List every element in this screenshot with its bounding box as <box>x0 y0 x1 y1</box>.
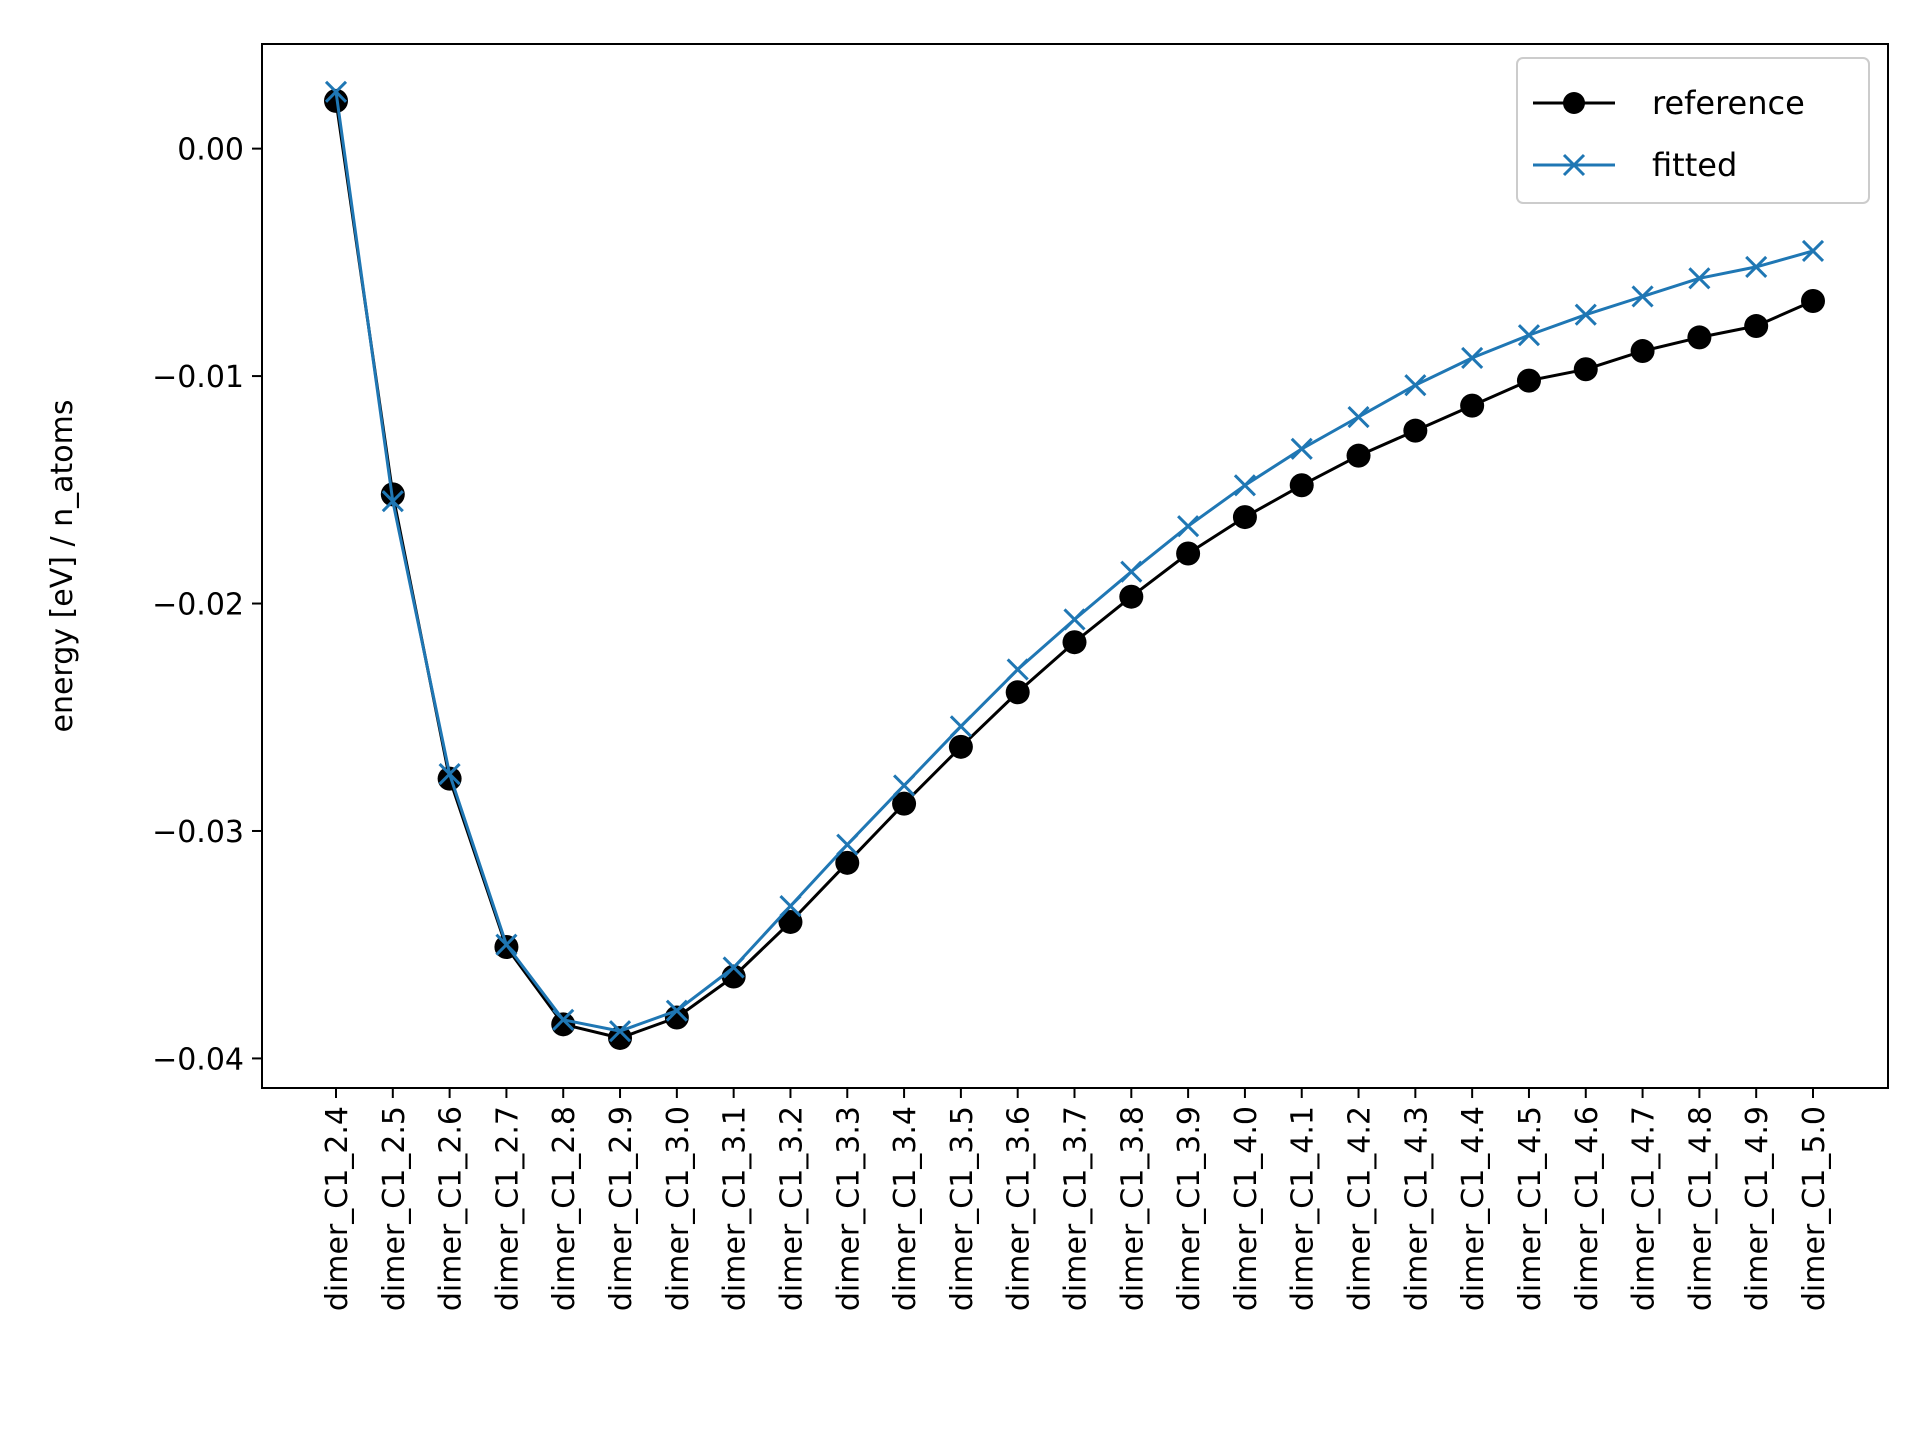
reference-point <box>1630 339 1655 364</box>
reference-point <box>1460 393 1485 418</box>
x-tick-label: dimer_C1_4.3 <box>1399 1106 1434 1311</box>
y-tick-label: −0.01 <box>152 360 244 395</box>
fitted-point <box>949 715 972 738</box>
fitted-point <box>1517 324 1541 347</box>
reference-point <box>608 1025 633 1050</box>
legend-fitted-marker <box>1562 153 1586 177</box>
fitted-point <box>381 490 404 513</box>
fitted-point <box>1688 267 1711 290</box>
x-tick-label: dimer_C1_3.3 <box>831 1106 866 1311</box>
fitted-point <box>893 774 916 797</box>
x-tick-label: dimer_C1_3.6 <box>1002 1106 1037 1311</box>
fitted-point <box>665 999 688 1022</box>
fitted-point <box>1290 437 1313 460</box>
reference-point <box>1403 418 1428 443</box>
reference-point <box>1346 443 1371 468</box>
x-tick-label: dimer_C1_4.8 <box>1683 1106 1718 1311</box>
reference-point <box>1232 505 1257 530</box>
fitted-point <box>438 763 461 786</box>
fitted-point <box>1631 285 1654 308</box>
y-tick-label: −0.03 <box>152 815 244 850</box>
reference-point <box>835 850 860 875</box>
legend: reference fitted <box>1516 57 1870 204</box>
x-tick-label: dimer_C1_3.4 <box>888 1106 923 1311</box>
x-tick-label: dimer_C1_2.7 <box>490 1106 525 1311</box>
reference-point <box>1005 680 1030 705</box>
x-tick-label: dimer_C1_3.0 <box>661 1106 696 1311</box>
reference-point <box>1119 584 1144 609</box>
x-tick-label: dimer_C1_4.6 <box>1570 1106 1605 1311</box>
x-tick-label: dimer_C1_2.8 <box>547 1106 582 1311</box>
fitted-point <box>779 894 802 918</box>
series-fitted <box>324 80 1825 1043</box>
x-tick-label: dimer_C1_3.1 <box>718 1106 753 1311</box>
legend-reference-label: reference <box>1652 84 1805 122</box>
reference-point <box>551 1012 576 1037</box>
x-tick-label: dimer_C1_4.4 <box>1456 1106 1491 1311</box>
series-layer <box>324 80 1825 1050</box>
fitted-point <box>1177 515 1200 538</box>
x-tick-label: dimer_C1_3.2 <box>774 1106 809 1311</box>
reference-point <box>1062 630 1087 655</box>
y-tick-label: −0.04 <box>152 1042 244 1077</box>
y-tick-label: −0.02 <box>152 588 244 623</box>
fitted-point <box>1233 474 1256 497</box>
fitted-point <box>552 1008 575 1031</box>
fitted-point <box>495 933 518 956</box>
fitted-point <box>1574 303 1597 326</box>
reference-point <box>1573 357 1598 382</box>
x-tick-label: dimer_C1_4.9 <box>1740 1106 1775 1311</box>
reference-point <box>948 734 973 759</box>
fitted-point <box>1404 374 1427 397</box>
fitted-point <box>722 956 745 979</box>
x-tick-label: dimer_C1_4.0 <box>1229 1106 1264 1311</box>
y-tick-label: 0.00 <box>177 133 244 168</box>
x-tick-label: dimer_C1_3.7 <box>1059 1106 1094 1311</box>
fitted-point <box>836 833 859 856</box>
x-tick-label: dimer_C1_4.2 <box>1343 1106 1378 1311</box>
legend-reference-marker <box>1563 92 1585 114</box>
x-tick-label: dimer_C1_2.4 <box>320 1106 355 1311</box>
reference-point <box>892 791 917 816</box>
fitted-point <box>1063 608 1086 631</box>
fitted-point <box>1461 346 1484 369</box>
x-tick-label: dimer_C1_2.5 <box>377 1106 412 1311</box>
fitted-point <box>1006 658 1029 681</box>
fitted-point <box>1745 255 1768 278</box>
reference-point <box>1801 289 1825 314</box>
x-tick-label: dimer_C1_4.7 <box>1627 1106 1662 1311</box>
fitted-point <box>1120 560 1143 583</box>
x-tick-label: dimer_C1_2.6 <box>434 1106 469 1311</box>
y-axis-label: energy [eV] / n_atoms <box>45 399 80 732</box>
fitted-point <box>1801 239 1825 263</box>
reference-point <box>1516 368 1541 393</box>
reference-point <box>1744 314 1769 339</box>
y-axis: −0.04 −0.03 −0.02 −0.01 0.00 <box>152 133 262 1077</box>
x-tick-label: dimer_C1_4.1 <box>1286 1106 1321 1311</box>
reference-point <box>1176 541 1201 566</box>
fitted-point <box>608 1020 632 1043</box>
legend-fitted-label: fitted <box>1652 146 1737 184</box>
series-reference <box>324 88 1825 1050</box>
x-tick-label: dimer_C1_2.9 <box>604 1106 639 1311</box>
reference-point <box>1687 325 1712 350</box>
legend-box <box>1516 57 1870 204</box>
reference-point <box>778 909 803 934</box>
x-tick-label: dimer_C1_3.9 <box>1172 1106 1207 1311</box>
fitted-point <box>1347 405 1370 429</box>
reference-point <box>1289 473 1314 498</box>
x-tick-label: dimer_C1_5.0 <box>1797 1106 1832 1311</box>
x-tick-label: dimer_C1_4.5 <box>1513 1106 1548 1311</box>
x-tick-label: dimer_C1_3.8 <box>1115 1106 1150 1311</box>
x-tick-label: dimer_C1_3.5 <box>945 1106 980 1311</box>
x-axis: dimer_C1_2.4 dimer_C1_2.5 dimer_C1_2.6 dime… <box>320 1088 1832 1311</box>
fitted-point <box>324 80 348 103</box>
